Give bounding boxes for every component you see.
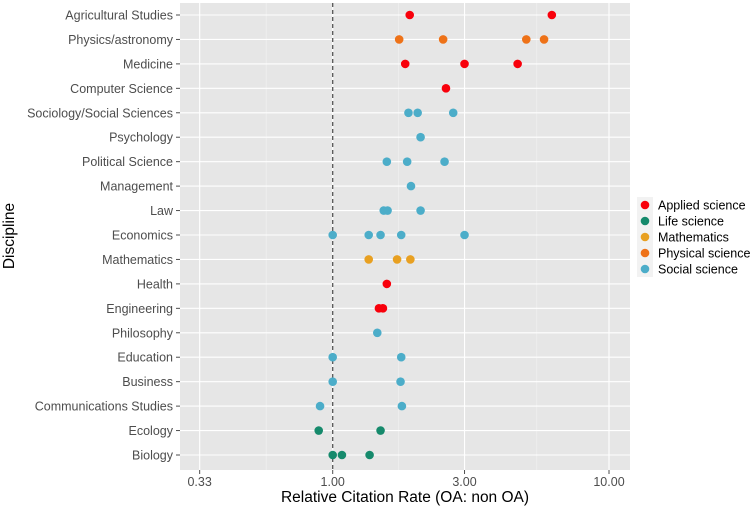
y-tick-label: Business [122,375,173,389]
y-tick-label: Health [137,277,173,291]
y-tick-label: Agricultural Studies [65,9,173,23]
data-point [328,450,338,460]
data-point [376,426,385,435]
y-tick-label: Psychology [109,131,174,145]
data-point [382,279,392,289]
y-tick-label: Communications Studies [35,400,173,414]
data-point [448,108,458,118]
data-point [440,157,449,166]
data-point [376,230,385,240]
data-point [328,352,338,362]
data-point [328,230,338,240]
data-point [364,230,374,240]
data-point [416,206,425,215]
data-point [460,59,469,69]
x-tick-label: 10.00 [593,475,624,489]
y-tick-label: Ecology [129,424,174,438]
data-point [441,84,451,93]
y-tick-label: Economics [112,229,173,243]
legend-marker [640,200,650,210]
legend-marker [640,248,650,258]
legend-marker [640,232,650,242]
x-tick-label: 1.00 [321,475,345,489]
y-tick-label: Law [150,204,174,218]
legend-marker [640,216,650,226]
y-tick-label: Mathematics [102,253,173,267]
y-tick-label: Management [100,180,173,194]
data-point [372,328,382,338]
data-point [513,59,522,69]
y-tick-label: Computer Science [70,82,173,96]
data-point [406,255,415,264]
data-point [406,181,416,191]
data-point [396,352,406,362]
data-point [383,206,392,215]
data-point [378,304,388,313]
data-point [364,255,374,264]
data-point [413,108,422,118]
data-point [394,35,404,44]
data-point [402,157,412,166]
legend-marker [640,264,650,274]
data-point [460,230,469,240]
legend-label: Applied science [658,199,746,213]
data-point [315,401,325,411]
data-point [396,230,406,240]
x-tick-label: 3.00 [452,475,476,489]
y-axis-title: Discipline [1,203,18,269]
data-point [539,35,549,44]
y-tick-label: Sociology/Social Sciences [27,106,173,120]
data-point [438,35,448,44]
y-tick-label: Engineering [106,302,173,316]
x-axis-title: Relative Citation Rate (OA: non OA) [281,489,529,506]
x-tick-label: 0.33 [187,475,211,489]
data-point [314,426,324,435]
data-point [405,10,415,20]
y-tick-label: Education [117,351,173,365]
data-point [397,401,407,411]
data-point [337,450,347,460]
legend-label: Physical science [658,247,750,261]
y-tick-label: Biology [132,449,174,463]
data-point [365,450,374,460]
legend-label: Life science [658,215,724,229]
y-tick-label: Medicine [123,57,173,71]
data-point [522,35,531,44]
legend: Applied science Life science Mathematics Ph… [637,197,750,277]
y-tick-label: Physics/astronomy [68,33,174,47]
legend-label: Mathematics [658,231,729,245]
y-tick-label: Philosophy [112,326,174,340]
data-point [328,377,338,386]
y-tick-label: Political Science [82,155,173,169]
data-point [404,108,413,118]
data-point [392,255,402,264]
data-point [416,132,425,142]
legend-label: Social science [658,263,738,277]
data-point [547,10,557,20]
data-point [400,59,410,69]
data-point [382,157,392,166]
data-point [396,377,405,386]
